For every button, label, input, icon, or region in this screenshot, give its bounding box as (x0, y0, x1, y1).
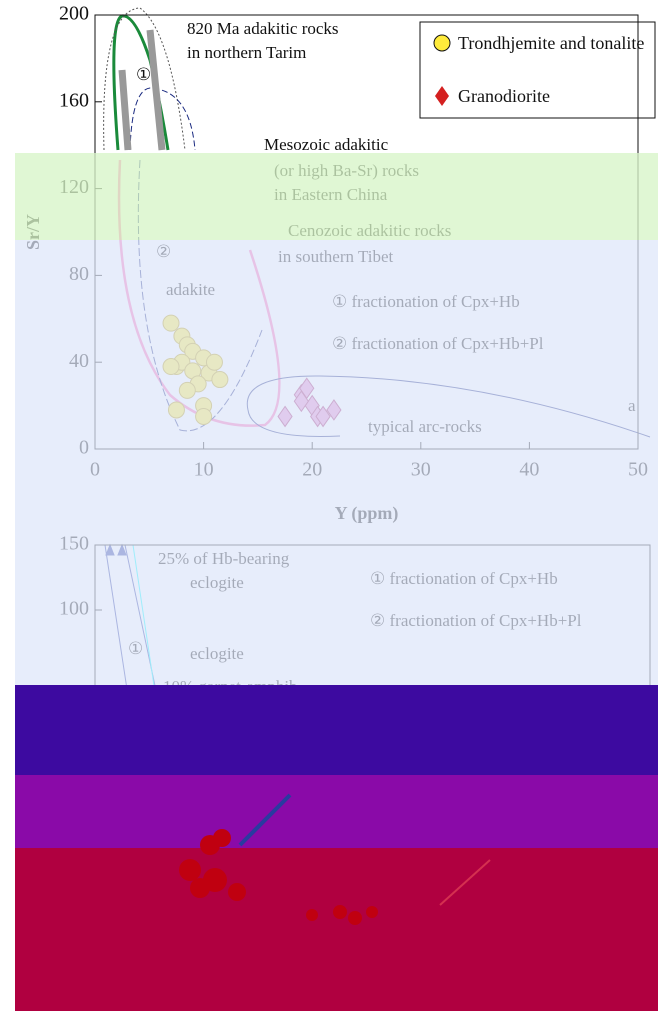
overlay-band (15, 775, 658, 848)
legend-marker (434, 35, 450, 51)
overlay-band (15, 685, 658, 775)
annotation: in northern Tarim (187, 43, 306, 62)
trend-arrows (122, 30, 162, 150)
overlay-band (15, 240, 658, 685)
y-tick-label: 200 (59, 3, 89, 25)
overlays (15, 153, 658, 1011)
figure: 0408012016020001020304050Y (ppm)Sr/Y820 … (0, 0, 672, 1011)
annotation: 820 Ma adakitic rocks (187, 19, 339, 38)
annotation: ① (136, 65, 151, 84)
overlay-band (15, 848, 658, 1011)
legend-entry: Trondhjemite and tonalite (458, 32, 648, 80)
legend-label: Trondhjemite and tonalite (458, 32, 648, 54)
legend-entry: Granodiorite (458, 85, 648, 133)
y-tick-label: 160 (59, 89, 89, 111)
legend-label: Granodiorite (458, 85, 648, 107)
overlay-band (15, 153, 658, 240)
annotation: Mesozoic adakitic (264, 135, 389, 154)
